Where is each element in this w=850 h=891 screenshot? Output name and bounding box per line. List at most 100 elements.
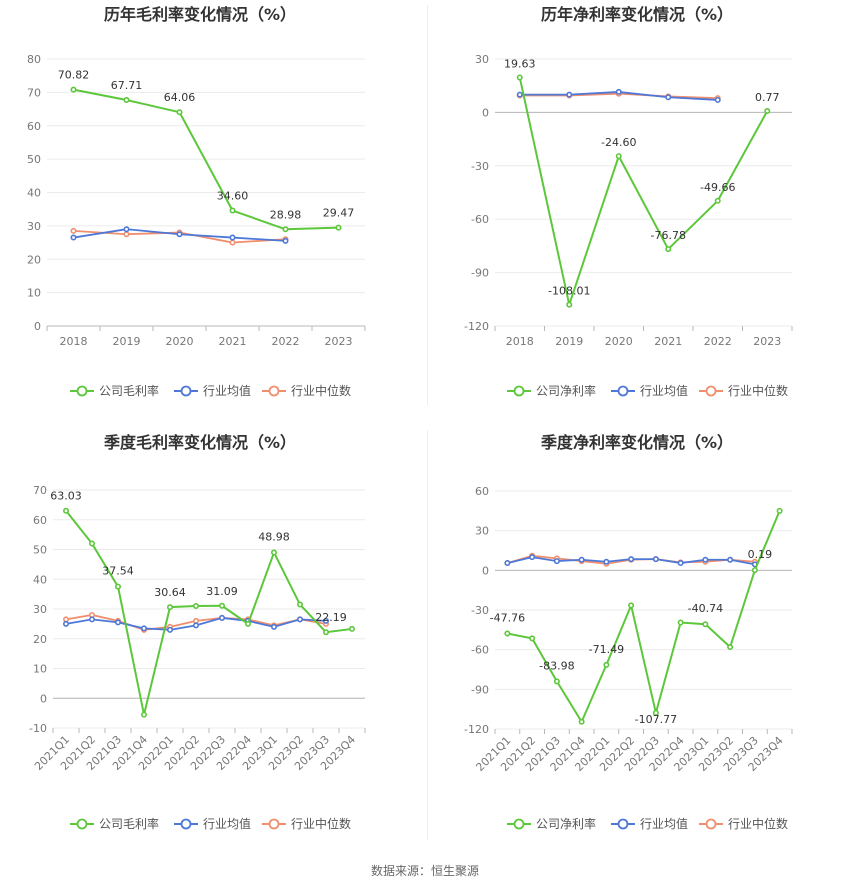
y-tick-label: 10 [33, 663, 47, 676]
data-point-avg [665, 94, 672, 101]
y-tick-label: 0 [40, 692, 47, 705]
data-point-avg [193, 622, 200, 629]
y-tick-label: 70 [27, 86, 41, 99]
legend-label: 行业中位数 [728, 383, 788, 398]
y-tick-label: 40 [27, 187, 41, 200]
chart-title: 季度净利率变化情况（%） [540, 433, 733, 452]
data-point-company [282, 226, 289, 233]
y-tick-label: 70 [33, 484, 47, 497]
legend-item-company: 公司毛利率 [70, 816, 159, 831]
y-tick-label: -30 [471, 160, 489, 173]
y-tick-label: -30 [471, 604, 489, 617]
data-point-median [229, 239, 236, 246]
y-tick-label: 30 [33, 603, 47, 616]
data-point-avg [714, 96, 721, 103]
data-point-avg [282, 237, 289, 244]
data-point-avg [141, 625, 148, 632]
legend-marker [180, 818, 192, 830]
data-point-avg [516, 91, 523, 98]
x-tick-label: 2022 [272, 335, 300, 348]
data-point-avg [70, 234, 77, 241]
y-tick-label: 30 [27, 220, 41, 233]
series-line-company [507, 510, 781, 724]
x-tick-label: 2018 [60, 335, 88, 348]
data-point-avg [529, 554, 536, 561]
data-label: 63.03 [50, 490, 82, 503]
data-label: 0.77 [755, 91, 780, 104]
y-tick-label: 60 [33, 514, 47, 527]
data-label: 34.60 [217, 190, 249, 203]
data-point-avg [504, 560, 511, 567]
data-label: 30.64 [154, 586, 186, 599]
legend-marker [513, 818, 525, 830]
data-point-median [123, 231, 130, 238]
data-point-avg [123, 226, 130, 233]
x-tick-label: 2021 [219, 335, 247, 348]
data-label: 64.06 [164, 91, 196, 104]
chart-title: 季度毛利率变化情况（%） [103, 433, 296, 452]
data-point-company [219, 602, 226, 609]
legend-label: 公司净利率 [536, 816, 596, 831]
divider-top [427, 5, 428, 405]
data-point-company [652, 709, 659, 716]
y-tick-label: -120 [464, 320, 489, 333]
series-line-company [73, 88, 339, 231]
data-label: 22.19 [315, 611, 347, 624]
data-point-company [348, 625, 355, 632]
data-point-company [89, 540, 96, 547]
data-point-avg [566, 91, 573, 98]
data-point-company [529, 635, 536, 642]
legend-label: 行业均值 [640, 816, 688, 831]
data-label: -49.66 [700, 181, 735, 194]
y-tick-label: 60 [475, 485, 489, 498]
legend-marker [617, 385, 629, 397]
y-tick-label: 0 [482, 106, 489, 119]
data-point-avg [167, 626, 174, 633]
legend-item-median: 行业中位数 [262, 383, 351, 398]
data-point-company [714, 197, 721, 204]
data-point-company [566, 301, 573, 308]
data-label: 37.54 [102, 565, 134, 578]
y-tick-label: 80 [27, 53, 41, 66]
data-label: 31.09 [206, 585, 238, 598]
data-label: 48.98 [258, 531, 290, 544]
x-tick-label: 2023 [325, 335, 353, 348]
data-point-company [776, 507, 783, 514]
legend-item-avg: 行业均值 [611, 816, 688, 831]
data-point-company [615, 153, 622, 160]
y-tick-label: -90 [471, 267, 489, 280]
data-point-company [141, 711, 148, 718]
x-tick-label: 2020 [166, 335, 194, 348]
data-point-company [553, 678, 560, 685]
data-label: -40.74 [688, 602, 723, 615]
legend-label: 公司毛利率 [99, 383, 159, 398]
chart-title: 历年净利率变化情况（%） [541, 5, 733, 24]
data-label: 67.71 [111, 79, 143, 92]
data-point-company [229, 207, 236, 214]
data-point-company [123, 97, 130, 104]
legend-marker [268, 818, 280, 830]
data-point-company [516, 74, 523, 81]
data-point-company [335, 224, 342, 231]
data-point-company [296, 601, 303, 608]
legend-marker [76, 385, 88, 397]
data-point-company [176, 109, 183, 116]
annual-net-margin-chart: 历年净利率变化情况（%） -120 -90 -60 -30 0 30 2018 2019 2020… [464, 5, 793, 398]
legend-marker [705, 818, 717, 830]
data-point-company [193, 603, 200, 610]
legend-label: 行业均值 [203, 383, 251, 398]
x-tick-label: 2021 [654, 335, 682, 348]
data-point-avg [296, 616, 303, 623]
data-point-company [70, 86, 77, 93]
data-label: -47.76 [490, 611, 525, 624]
data-point-avg [322, 617, 329, 624]
legend-label: 行业中位数 [728, 816, 788, 831]
data-point-avg [62, 620, 69, 627]
data-point-company [504, 630, 511, 637]
data-point-avg [553, 558, 560, 565]
legend-label: 行业中位数 [291, 816, 351, 831]
data-point-company [665, 246, 672, 253]
x-tick-label: 2023 [753, 335, 781, 348]
data-label: 0.19 [748, 548, 773, 561]
